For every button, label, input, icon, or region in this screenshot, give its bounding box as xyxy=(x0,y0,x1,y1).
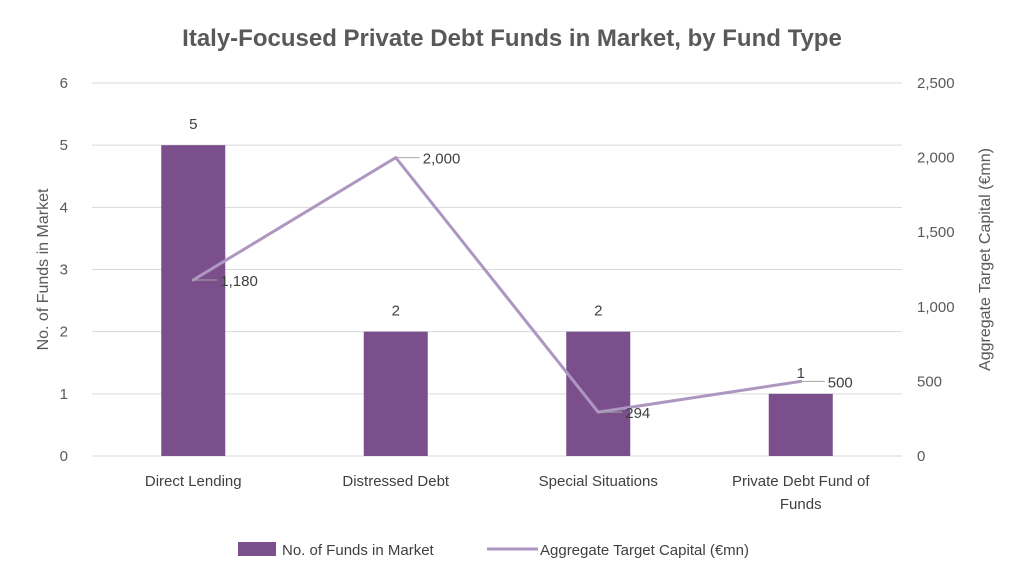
legend-swatch-bars xyxy=(238,542,276,556)
bar xyxy=(363,331,428,456)
y-right-tick-label: 1,000 xyxy=(917,299,955,316)
bar-data-label: 5 xyxy=(189,116,197,133)
bar xyxy=(768,393,833,456)
line-series xyxy=(192,156,801,414)
legend-label-line: Aggregate Target Capital (€mn) xyxy=(540,542,749,559)
line-data-label: 1,180 xyxy=(220,273,258,290)
x-category-label: Distressed Debt xyxy=(342,473,450,490)
y-right-tick-label: 2,000 xyxy=(917,150,955,167)
y-left-tick-label: 5 xyxy=(60,137,68,154)
y-left-tick-label: 0 xyxy=(60,448,68,465)
bar xyxy=(566,331,631,456)
y-left-tick-label: 1 xyxy=(60,386,68,403)
chart-title: Italy-Focused Private Debt Funds in Mark… xyxy=(182,25,842,52)
bar xyxy=(161,145,226,456)
y-right-tick-label: 0 xyxy=(917,448,925,465)
y-left-tick-label: 4 xyxy=(60,199,68,216)
x-category-label: Special Situations xyxy=(539,473,658,490)
bar-data-label: 2 xyxy=(594,303,602,320)
line-data-label: 2,000 xyxy=(423,151,461,168)
x-category-label: Private Debt Fund of xyxy=(732,473,870,490)
y-right-tick-label: 2,500 xyxy=(917,75,955,92)
y-right-tick-label: 1,500 xyxy=(917,224,955,241)
y-left-tick-label: 3 xyxy=(60,262,68,279)
y-right-tick-label: 500 xyxy=(917,373,942,390)
bar-data-label: 2 xyxy=(392,303,400,320)
y-right-axis-title: Aggregate Target Capital (€mn) xyxy=(977,148,994,371)
line-data-label: 500 xyxy=(828,374,853,391)
x-category-label: Direct Lending xyxy=(145,473,242,490)
bar-data-label: 1 xyxy=(797,365,805,382)
y-left-tick-label: 2 xyxy=(60,324,68,341)
y-left-axis-title: No. of Funds in Market xyxy=(35,188,52,350)
y-left-tick-label: 6 xyxy=(60,75,68,92)
legend-label-bars: No. of Funds in Market xyxy=(282,542,435,559)
x-category-label: Funds xyxy=(780,496,822,513)
line-data-label: 294 xyxy=(625,405,650,422)
